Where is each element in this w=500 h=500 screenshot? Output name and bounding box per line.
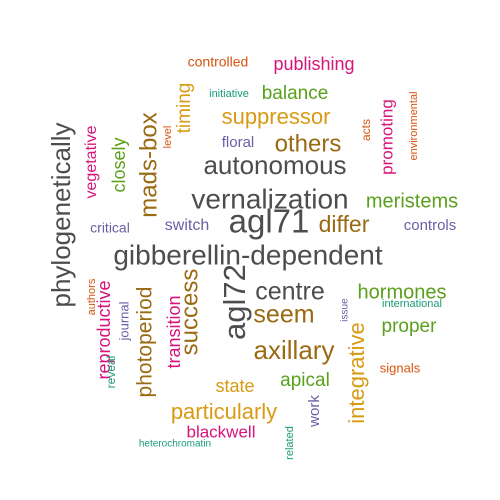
word-agl72: agl72 (217, 264, 252, 340)
word-publishing: publishing (273, 54, 354, 74)
word-controlled: controlled (188, 54, 249, 70)
word-transition: transition (164, 295, 184, 368)
word-differ: differ (319, 211, 370, 237)
word-integrative: integrative (344, 322, 369, 424)
word-heterochromatin: heterochromatin (139, 439, 211, 450)
word-authors: authors (86, 278, 98, 315)
word-mads-box: mads-box (135, 112, 162, 217)
word-international: international (382, 298, 442, 310)
word-success: success (176, 269, 203, 356)
word-centre: centre (255, 278, 324, 306)
word-autonomous: autonomous (203, 150, 346, 180)
word-axillary: axillary (254, 335, 335, 365)
word-gibberellin-dependent: gibberellin-dependent (113, 239, 383, 270)
word-agl71: agl71 (229, 203, 310, 240)
word-level: level (162, 126, 174, 149)
word-reveal: reveal (104, 356, 118, 389)
word-phylogenetically: phylogenetically (46, 122, 76, 307)
word-floral: floral (222, 134, 255, 151)
word-reproductive: reproductive (94, 280, 114, 379)
word-work: work (306, 395, 323, 428)
word-hormones: hormones (358, 281, 447, 303)
word-environmental: environmental (408, 91, 420, 160)
word-timing: timing (174, 83, 195, 134)
word-apical: apical (280, 370, 330, 391)
word-vegetative: vegetative (83, 125, 100, 198)
word-balance: balance (262, 83, 329, 104)
word-seem: seem (253, 301, 314, 329)
word-initiative: initiative (209, 88, 249, 100)
word-state: state (215, 376, 254, 396)
word-others: others (275, 130, 342, 157)
word-proper: proper (382, 316, 438, 337)
word-controls: controls (404, 217, 457, 234)
word-meristems: meristems (366, 190, 458, 212)
word-promoting: promoting (377, 99, 396, 175)
word-photoperiod: photoperiod (134, 287, 157, 398)
word-suppressor: suppressor (222, 104, 331, 129)
word-acts: acts (359, 119, 373, 141)
word-issue: issue (340, 298, 351, 322)
word-blackwell: blackwell (187, 422, 256, 441)
word-critical: critical (90, 220, 130, 236)
word-signals: signals (380, 360, 421, 375)
word-switch: switch (165, 217, 209, 234)
word-closely: closely (109, 137, 129, 192)
word-related: related (284, 426, 296, 460)
word-particularly: particularly (171, 399, 277, 424)
word-journal: journal (116, 301, 131, 341)
word-vernalization: vernalization (191, 183, 348, 214)
